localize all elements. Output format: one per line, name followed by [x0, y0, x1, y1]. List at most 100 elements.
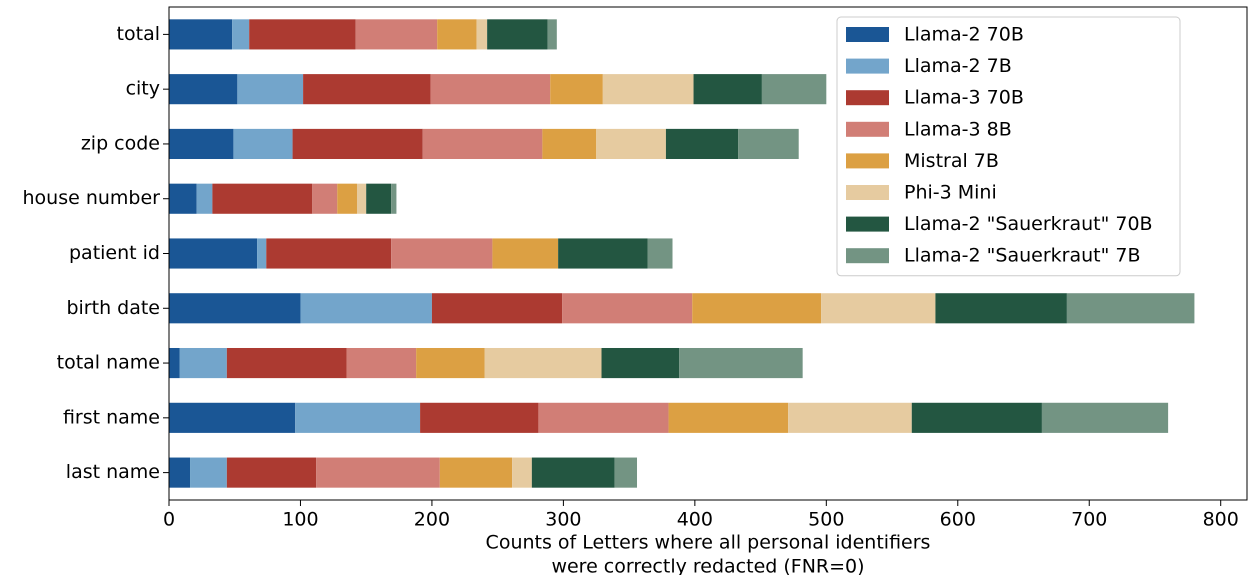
legend-label: Mistral 7B: [904, 150, 999, 172]
bar-segment: [312, 183, 338, 214]
x-tick-label: 800: [1203, 509, 1239, 531]
plot-frame: [168, 6, 1248, 501]
bar-segment: [226, 457, 317, 488]
bar-segment: [538, 402, 669, 433]
bar-segment: [596, 128, 666, 160]
x-tick-label: 500: [808, 509, 844, 531]
bar-segment: [422, 128, 543, 160]
bar-segment: [476, 19, 488, 50]
bar-segment: [512, 457, 532, 488]
bar-segment: [431, 293, 563, 324]
x-tick-label: 300: [545, 509, 581, 531]
bar-segment: [169, 183, 197, 214]
bar-segment: [602, 74, 694, 105]
bar-segment: [911, 402, 1042, 433]
bar-segment: [550, 74, 603, 105]
legend-swatch: [846, 121, 889, 137]
x-tick-label: 100: [282, 509, 318, 531]
x-tick-label: 0: [163, 509, 175, 531]
bar-segment: [366, 183, 392, 214]
legend-label: Llama-2 70B: [904, 24, 1024, 46]
bar-segment: [487, 19, 548, 50]
x-tick-label: 400: [677, 509, 713, 531]
bar-segment: [531, 457, 615, 488]
legend-swatch: [846, 58, 889, 74]
bar-segment: [391, 183, 397, 214]
bar-segment: [1066, 293, 1195, 324]
x-tick-label: 700: [1071, 509, 1107, 531]
bar-segment: [614, 457, 638, 488]
bar-segment: [647, 238, 673, 269]
bar-segment: [292, 128, 423, 160]
bar-segment: [484, 347, 602, 379]
legend-swatch: [846, 27, 889, 42]
bar-segment: [169, 238, 258, 269]
bar-segment: [761, 74, 827, 105]
bar-segment: [1041, 402, 1169, 433]
bar-segment: [337, 183, 357, 214]
x-tick-label: 200: [414, 509, 450, 531]
bar-segment: [179, 347, 227, 379]
legend-label: Phi-3 Mini: [904, 182, 997, 204]
bar-segment: [295, 402, 421, 433]
bar-segment: [693, 74, 762, 105]
y-tick-label: birth date: [66, 297, 160, 319]
bar-segment: [391, 238, 493, 269]
x-axis-label: Counts of Letters where all personal ide…: [486, 532, 931, 554]
bar-segment: [237, 74, 304, 105]
bar-segment: [226, 347, 347, 379]
y-tick-label: last name: [66, 461, 160, 483]
x-axis-label: were correctly redacted (FNR=0): [551, 556, 864, 575]
y-tick-label: total name: [57, 352, 160, 374]
legend-swatch: [846, 153, 889, 169]
bar-segment: [169, 74, 238, 105]
bar-segment: [303, 74, 431, 105]
legend-swatch: [846, 90, 889, 106]
y-tick-label: total: [117, 23, 160, 45]
bar-segment: [558, 238, 648, 269]
legend-label: Llama-2 "Sauerkraut" 70B: [904, 213, 1153, 235]
y-tick-label: zip code: [81, 132, 160, 154]
bar-segment: [233, 128, 293, 160]
y-tick-label: house number: [23, 187, 161, 209]
bar-segment: [169, 347, 180, 379]
bar-segment: [232, 19, 250, 50]
bar-segment: [437, 19, 477, 50]
bar-segment: [169, 402, 296, 433]
legend-box: [836, 16, 1181, 277]
bar-segment: [169, 128, 234, 160]
legend-label: Llama-3 70B: [904, 87, 1024, 109]
bar-segment: [935, 293, 1067, 324]
bar-segment: [249, 19, 356, 50]
legend: Llama-2 70B Llama-2 7B Llama-3 70B Llama-3 …: [836, 16, 1181, 277]
bar-segment: [266, 238, 392, 269]
legend-label: Llama-2 "Sauerkraut" 7B: [904, 245, 1140, 267]
bar-segment: [257, 238, 267, 269]
y-tick-label: city: [126, 78, 160, 100]
bar-segment: [439, 457, 513, 488]
bar-segment: [788, 402, 912, 433]
bar-segment: [679, 347, 803, 379]
x-tick-label: 600: [940, 509, 976, 531]
bar-segment: [738, 128, 799, 160]
legend-swatch: [846, 248, 889, 264]
bar-segment: [562, 293, 693, 324]
bar-segment: [212, 183, 313, 214]
bar-segment: [430, 74, 551, 105]
y-tick-label: first name: [63, 406, 160, 428]
bar-segment: [601, 347, 680, 379]
bar-segment: [169, 293, 301, 324]
legend-swatch: [846, 185, 889, 200]
bar-segment: [547, 19, 557, 50]
bar-segment: [420, 402, 539, 433]
legend-swatch: [846, 216, 889, 232]
bar-segment: [492, 238, 559, 269]
y-tick-label: patient id: [69, 242, 160, 264]
bar-segment: [169, 457, 191, 488]
bar-segment: [542, 128, 597, 160]
bar-segment: [196, 183, 213, 214]
bar-segment: [355, 19, 438, 50]
bar-segment: [416, 347, 485, 379]
bar-segment: [169, 19, 233, 50]
